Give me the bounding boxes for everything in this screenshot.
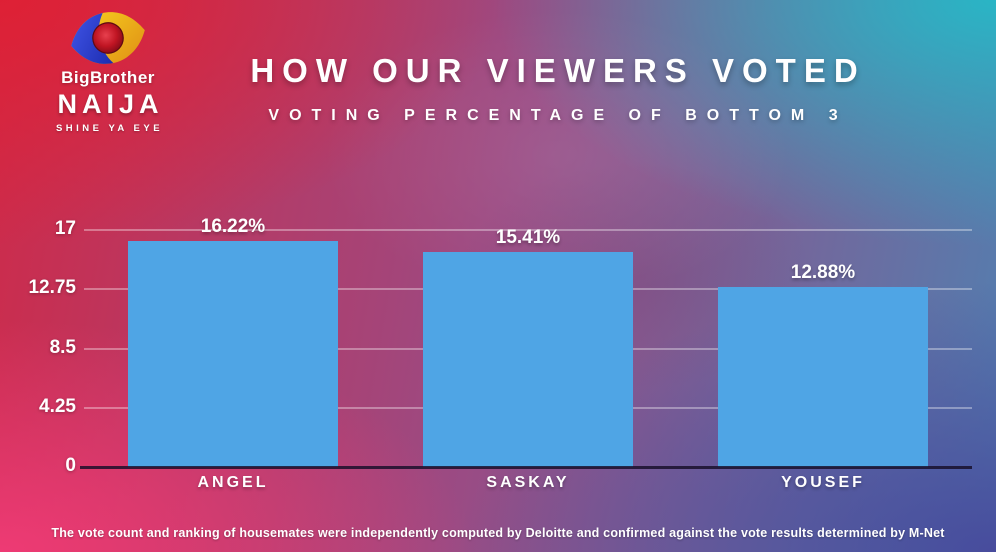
- gridline: [84, 229, 972, 231]
- bar-yousef: [718, 287, 928, 467]
- x-axis-label: SASKAY: [486, 474, 570, 491]
- y-axis-tick-label: 17: [54, 218, 76, 239]
- brand-region: NAIJA: [57, 89, 164, 119]
- chart-header: HOW OUR VIEWERS VOTED VOTING PERCENTAGE …: [150, 54, 966, 124]
- x-axis-label: ANGEL: [197, 474, 269, 491]
- bar-angel: [128, 240, 338, 467]
- brand-logo: BigBrother NAIJA SHINE YA EYE: [40, 10, 176, 134]
- bar-value-label: 16.22%: [200, 215, 266, 237]
- bar-value-label: 12.88%: [790, 262, 856, 284]
- brand-tagline: SHINE YA EYE: [55, 123, 164, 134]
- bar-value-label: 15.41%: [495, 227, 561, 249]
- bar-saskay: [423, 252, 633, 467]
- y-axis-tick-label: 4.25: [39, 395, 76, 417]
- page-subtitle: VOTING PERCENTAGE OF BOTTOM 3: [268, 107, 848, 124]
- big-brother-eye-icon: [71, 12, 145, 64]
- page-title: HOW OUR VIEWERS VOTED: [250, 52, 866, 89]
- x-axis-line: [80, 466, 972, 469]
- brand-name: BigBrother: [61, 68, 155, 87]
- y-axis-tick-label: 0: [65, 455, 76, 476]
- x-axis-label: YOUSEF: [781, 474, 865, 491]
- y-axis-tick-label: 8.5: [49, 336, 76, 358]
- y-axis-tick-label: 12.75: [28, 277, 76, 299]
- disclaimer: The vote count and ranking of housemates…: [51, 526, 945, 540]
